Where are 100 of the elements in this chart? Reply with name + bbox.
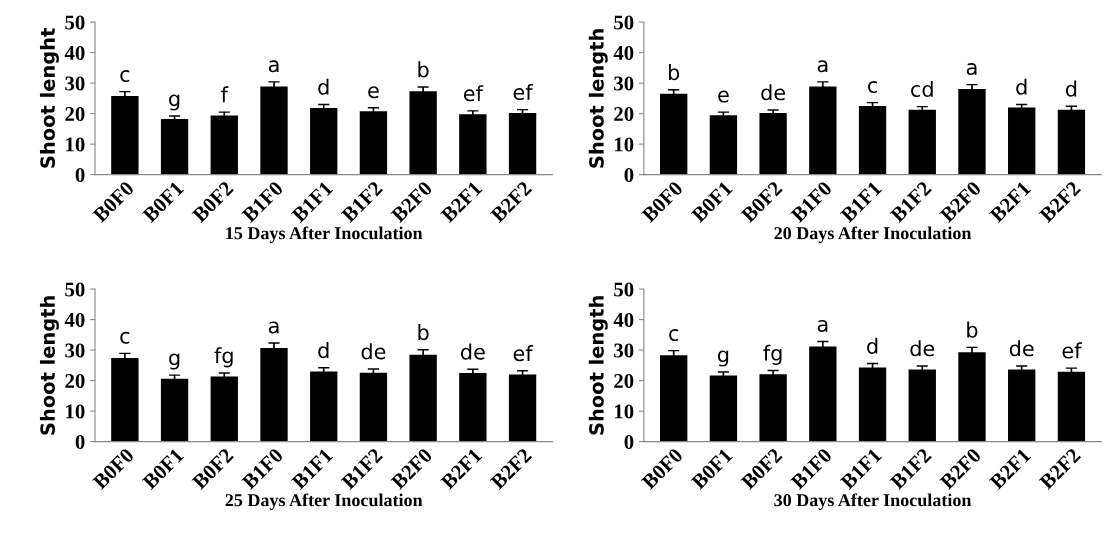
y-tick-label: 40: [613, 45, 634, 61]
annotation: c: [120, 331, 130, 344]
y-tick-label: 20: [65, 373, 85, 389]
bar: [1057, 109, 1086, 175]
annotation: g: [169, 353, 180, 370]
bar: [709, 115, 738, 175]
bar: [858, 367, 887, 442]
y-tick-label: 50: [65, 282, 85, 297]
bar: [160, 378, 189, 442]
bar: [310, 371, 338, 442]
bar: [908, 369, 936, 442]
y-axis-title: Shoot length: [588, 296, 608, 435]
annotation: cd: [911, 80, 933, 97]
annotation: de: [361, 343, 386, 360]
y-tick-label: 20: [614, 373, 634, 389]
bar: [709, 375, 738, 442]
y-tick-label: 0: [75, 168, 85, 183]
y-tick-label: 50: [65, 15, 85, 30]
y-tick-label: 0: [624, 434, 634, 450]
annotation: fg: [214, 347, 233, 368]
y-tick-label: 10: [614, 404, 634, 419]
y-tick-label: 0: [624, 168, 634, 183]
bar: [508, 374, 537, 442]
y-tick-label: 30: [614, 343, 634, 358]
y-tick-label: 40: [613, 312, 634, 327]
annotation: a: [966, 63, 977, 76]
bar: [1008, 369, 1036, 442]
annotation: de: [910, 340, 935, 357]
y-axis-title: Shoot length: [39, 296, 59, 435]
bar: [660, 93, 688, 175]
annotation: e: [368, 86, 379, 99]
y-tick-label: 10: [614, 137, 634, 152]
bar: [508, 113, 537, 175]
annotation: e: [718, 90, 729, 103]
annotation: f: [221, 86, 229, 103]
annotation: d: [318, 342, 329, 359]
bar: [858, 105, 887, 175]
y-tick-label: 0: [75, 434, 85, 450]
bar: [958, 352, 986, 442]
y-tick-label: 40: [64, 45, 85, 61]
annotation: c: [669, 329, 679, 342]
y-tick-label: 10: [66, 404, 85, 419]
bar: [409, 91, 437, 175]
y-tick-label: 50: [614, 15, 634, 30]
annotation: d: [1065, 80, 1077, 97]
annotation: c: [867, 81, 877, 94]
bar: [1008, 107, 1036, 175]
annotation: b: [668, 64, 680, 81]
bar: [759, 374, 787, 442]
annotation: g: [169, 94, 180, 111]
bar: [310, 108, 338, 175]
bar: [1057, 371, 1086, 442]
annotation: de: [460, 343, 485, 360]
bar: [459, 114, 487, 175]
bar: [809, 86, 837, 175]
bar: [908, 109, 936, 175]
annotation: a: [817, 60, 828, 73]
bar: [409, 354, 437, 442]
annotation: d: [1016, 78, 1027, 95]
annotation: b: [418, 324, 429, 341]
bar: [210, 115, 238, 175]
annotation: fg: [763, 344, 782, 365]
annotation: a: [268, 60, 279, 73]
bar: [260, 86, 288, 175]
x-axis-title: 15 Days After Inoculation: [226, 226, 423, 244]
bar: [958, 88, 986, 175]
y-axis-title: Shoot length: [588, 29, 608, 168]
x-axis-title: 30 Days After Inoculation: [774, 493, 972, 510]
bar: [359, 372, 388, 442]
x-axis-title: 25 Days After Inoculation: [225, 493, 423, 510]
bar: [359, 111, 388, 175]
annotation: a: [817, 319, 828, 332]
bar: [759, 113, 787, 175]
annotation: g: [717, 350, 729, 367]
y-tick-label: 40: [64, 312, 85, 327]
annotation: ef: [513, 345, 534, 362]
y-tick-label: 30: [65, 76, 85, 91]
annotation: ef: [513, 83, 534, 101]
y-tick-label: 20: [65, 106, 85, 122]
bar: [260, 347, 288, 442]
y-tick-label: 10: [66, 137, 85, 152]
annotation: a: [268, 321, 279, 334]
annotation: d: [867, 337, 878, 354]
y-tick-label: 30: [65, 343, 85, 358]
annotation: de: [761, 84, 786, 101]
y-tick-label: 50: [614, 282, 634, 297]
annotation: ef: [463, 85, 484, 102]
bar: [660, 355, 688, 442]
y-tick-label: 30: [614, 76, 634, 91]
bar: [210, 376, 238, 442]
annotation: b: [418, 61, 429, 78]
x-axis-title: 20 Days After Inoculation: [774, 226, 972, 244]
annotation: c: [120, 70, 130, 83]
y-axis-title: Shoot lenght: [39, 28, 59, 168]
bar: [111, 358, 139, 442]
bar: [160, 119, 189, 175]
annotation: de: [1009, 340, 1034, 357]
bar: [459, 372, 487, 442]
annotation: d: [318, 78, 329, 95]
annotation: b: [967, 321, 978, 338]
